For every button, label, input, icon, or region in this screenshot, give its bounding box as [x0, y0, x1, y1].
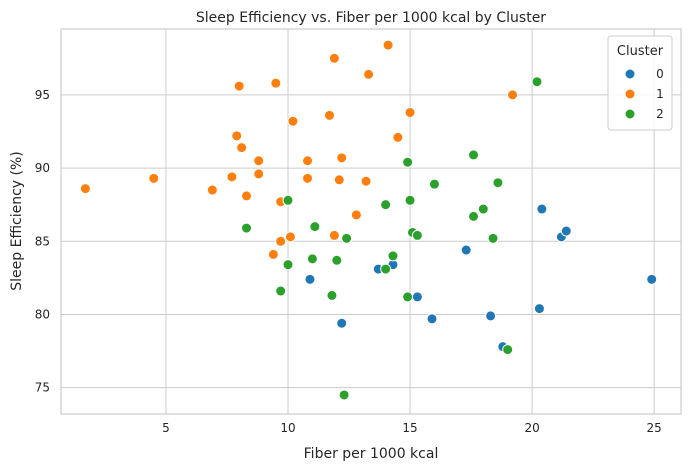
data-point-cluster-1: [360, 175, 372, 187]
x-tick-label: 10: [280, 421, 295, 435]
legend-box: [607, 35, 673, 131]
data-point-cluster-1: [350, 209, 362, 221]
x-tick-label: 5: [162, 421, 170, 435]
data-point-cluster-0: [336, 317, 348, 329]
data-point-cluster-1: [328, 52, 340, 64]
data-point-cluster-2: [326, 289, 338, 301]
legend-marker-2: [624, 108, 636, 120]
legend-label-0: 0: [656, 67, 664, 81]
data-point-cluster-1: [233, 80, 245, 92]
data-point-cluster-2: [468, 149, 480, 161]
data-point-cluster-2: [275, 285, 287, 297]
legend-marker-1: [624, 88, 636, 100]
y-tick-label: 80: [35, 307, 50, 321]
data-point-cluster-1: [287, 115, 299, 127]
plot-frame: [60, 28, 682, 415]
x-tick-label: 15: [402, 421, 417, 435]
data-point-cluster-1: [324, 109, 336, 121]
data-point-cluster-0: [460, 244, 472, 256]
data-point-cluster-1: [363, 68, 375, 80]
data-point-cluster-2: [380, 199, 392, 211]
data-point-cluster-2: [241, 222, 253, 234]
data-point-cluster-1: [206, 184, 218, 196]
chart-title: Sleep Efficiency vs. Fiber per 1000 kcal…: [196, 10, 546, 26]
data-point-cluster-0: [536, 203, 548, 215]
data-point-cluster-1: [270, 77, 282, 89]
data-point-cluster-2: [387, 250, 399, 262]
data-point-cluster-1: [253, 168, 265, 180]
data-point-cluster-2: [309, 221, 321, 233]
data-point-cluster-2: [468, 210, 480, 222]
data-point-cluster-2: [477, 203, 489, 215]
data-point-cluster-2: [341, 232, 353, 244]
data-point-cluster-2: [492, 177, 504, 189]
legend: Cluster 0 1 2: [607, 35, 673, 131]
data-point-cluster-0: [411, 291, 423, 303]
data-point-cluster-1: [382, 39, 394, 51]
data-point-cluster-1: [253, 155, 265, 167]
data-point-cluster-1: [302, 155, 314, 167]
data-point-cluster-2: [428, 178, 440, 190]
grid: [61, 29, 681, 414]
data-point-cluster-1: [392, 131, 404, 143]
data-point-cluster-0: [304, 273, 316, 285]
data-point-cluster-1: [275, 235, 287, 247]
data-point-cluster-2: [282, 194, 294, 206]
data-point-cluster-2: [306, 253, 318, 265]
data-point-cluster-1: [333, 174, 345, 186]
data-point-cluster-1: [336, 152, 348, 164]
data-point-cluster-2: [402, 156, 414, 168]
data-point-cluster-0: [646, 273, 658, 285]
data-point-cluster-1: [404, 106, 416, 118]
y-tick-label: 95: [35, 88, 50, 102]
data-point-cluster-2: [487, 232, 499, 244]
data-point-cluster-2: [531, 76, 543, 88]
x-tick-label: 20: [524, 421, 539, 435]
y-axis-label: Sleep Efficiency (%): [9, 151, 25, 290]
x-tick-label: 25: [647, 421, 662, 435]
data-point-cluster-1: [284, 231, 296, 243]
data-point-cluster-1: [302, 172, 314, 184]
data-point-cluster-2: [404, 194, 416, 206]
data-point-cluster-2: [282, 259, 294, 271]
data-point-cluster-1: [226, 171, 238, 183]
legend-label-2: 2: [656, 107, 664, 121]
data-point-cluster-0: [485, 310, 497, 322]
data-point-cluster-1: [267, 248, 279, 260]
data-point-cluster-1: [236, 142, 248, 154]
y-tick-label: 85: [35, 234, 50, 248]
data-point-cluster-2: [411, 229, 423, 241]
data-point-cluster-1: [148, 172, 160, 184]
legend-marker-0: [624, 68, 636, 80]
data-point-cluster-0: [533, 303, 545, 315]
legend-label-1: 1: [656, 87, 664, 101]
data-point-cluster-0: [426, 313, 438, 325]
y-tick-label: 90: [35, 161, 50, 175]
data-points: [79, 39, 658, 401]
data-point-cluster-2: [380, 263, 392, 275]
data-point-cluster-2: [402, 291, 414, 303]
tick-labels: 5 10 15 20 25 75 80 85 90 95: [35, 88, 662, 435]
data-point-cluster-1: [241, 190, 253, 202]
data-point-cluster-2: [338, 389, 350, 401]
data-point-cluster-2: [331, 254, 343, 266]
y-tick-label: 75: [35, 381, 50, 395]
data-point-cluster-1: [231, 130, 243, 142]
data-point-cluster-1: [328, 229, 340, 241]
legend-title: Cluster: [617, 44, 664, 59]
x-axis-label: Fiber per 1000 kcal: [304, 446, 439, 462]
data-point-cluster-1: [507, 89, 519, 101]
data-point-cluster-1: [79, 183, 91, 195]
data-point-cluster-2: [502, 344, 514, 356]
data-point-cluster-0: [560, 225, 572, 237]
